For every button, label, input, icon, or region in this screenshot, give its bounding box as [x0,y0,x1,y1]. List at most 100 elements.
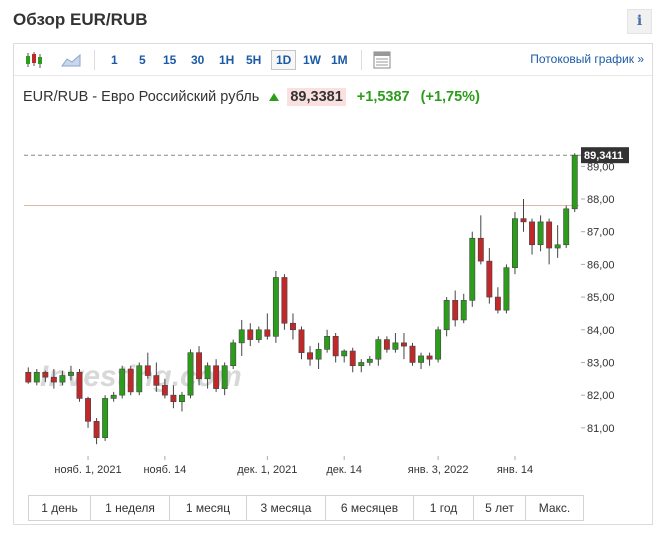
candle [238,329,245,344]
candle [426,355,433,360]
candle [520,218,527,223]
y-tick-label: 89,00 [587,161,615,173]
x-tick-label: янв. 14 [497,464,533,476]
page-title: Обзор EUR/RUB [13,10,148,29]
candle [366,358,373,363]
period-option[interactable]: 1 год [414,496,474,520]
candle [298,329,305,353]
candle [50,376,57,383]
candle [213,365,220,389]
interval-1d[interactable]: 1D [271,50,297,70]
arrow-up-icon [269,93,280,101]
interval-5h[interactable]: 5H [246,53,262,67]
candle [358,362,365,367]
candle [452,300,459,321]
candle [460,300,467,321]
x-tick-label: дек. 1, 2021 [237,464,297,476]
candle [554,244,561,249]
interval-1w[interactable]: 1W [303,53,321,67]
y-tick-label: 85,00 [587,292,615,304]
candle [204,365,211,380]
candle [110,394,117,399]
interval-15[interactable]: 15 [163,53,177,67]
candle [418,355,424,363]
candle [102,398,109,438]
candle [307,352,313,360]
last-price-label: 89,3411 [584,150,623,162]
candle [187,352,194,396]
candle [529,221,535,246]
y-tick-label: 83,00 [587,357,615,369]
streaming-chart-link[interactable]: Потоковый график » [530,52,644,66]
candle [324,336,331,350]
last-price: 89,3381 [287,88,346,106]
candle [546,221,553,249]
candle [272,277,279,337]
interval-1[interactable]: 1 [111,53,118,67]
candle [179,394,185,402]
candle [401,342,407,347]
area-chart-icon[interactable] [60,50,82,70]
y-tick-label: 87,00 [587,227,615,239]
y-tick-label: 86,00 [587,259,615,271]
period-option[interactable]: 1 неделя [91,496,170,520]
candle [477,237,484,262]
candle [127,368,134,393]
candle [503,267,510,311]
x-tick-label: дек. 14 [326,464,362,476]
price-chart[interactable]: Investing.com81,0082,0083,0084,0085,0086… [14,44,652,492]
period-option[interactable]: 6 месяцев [326,496,414,520]
candle [33,371,40,383]
x-tick-label: янв. 3, 2022 [408,464,469,476]
candle [161,385,168,396]
candle [435,329,442,360]
candle [59,375,66,383]
candlestick-icon[interactable] [23,50,45,70]
x-tick-label: нояб. 14 [143,464,186,476]
price-change: +1,5387 [356,89,410,105]
candle [494,296,501,311]
interval-30[interactable]: 30 [191,53,205,67]
candle [119,368,126,396]
period-option[interactable]: 1 месяц [170,496,247,520]
candle [537,221,544,246]
candle [563,208,570,246]
candle [170,394,177,402]
candle [469,237,476,301]
period-option[interactable]: 3 месяца [247,496,326,520]
candle [68,371,74,376]
interval-5[interactable]: 5 [139,53,146,67]
chart-panel: 1 5 15 30 1H 5H 1D 1W 1M Потоковый графи… [13,43,653,525]
y-tick-label: 82,00 [587,390,615,402]
candle [571,154,578,210]
candle [349,350,356,367]
candle [341,350,348,357]
interval-1h[interactable]: 1H [219,53,235,67]
candle [196,352,202,380]
candle [136,365,143,393]
candle [375,339,382,360]
period-option[interactable]: 5 лет [474,496,526,520]
quote-line: EUR/RUB - Евро Российский рубль 89,3381 … [23,88,480,110]
candle [144,365,151,376]
interval-1m[interactable]: 1M [331,53,348,67]
period-option[interactable]: 1 день [29,496,91,520]
period-option[interactable]: Макс. [538,501,571,515]
candle [230,342,237,367]
candle [25,371,32,383]
table-view-icon[interactable] [371,50,393,70]
toolbar-separator [361,50,362,70]
candle [383,339,390,350]
candle [315,349,322,360]
candle [153,375,160,386]
y-tick-label: 84,00 [587,325,615,337]
price-change-percent: (+1,75%) [420,89,480,105]
info-icon[interactable]: i [627,9,652,34]
candle [85,398,91,422]
y-tick-label: 88,00 [587,194,615,206]
candle [281,277,288,324]
candle [76,371,83,399]
chart-toolbar: 1 5 15 30 1H 5H 1D 1W 1M Потоковый графи… [14,44,652,76]
candle [443,300,450,331]
y-tick-label: 81,00 [587,423,615,435]
